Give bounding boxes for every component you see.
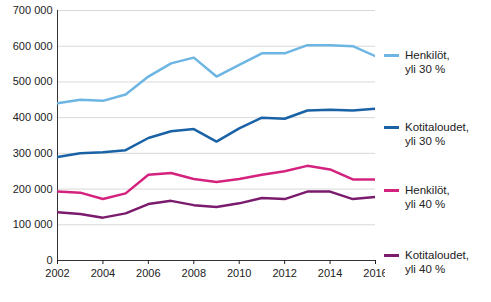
svg-text:2012: 2012 — [272, 267, 296, 279]
svg-text:0: 0 — [46, 254, 52, 266]
svg-text:400 000: 400 000 — [13, 111, 53, 123]
svg-text:2016: 2016 — [363, 267, 385, 279]
svg-text:500 000: 500 000 — [13, 75, 53, 87]
svg-text:100 000: 100 000 — [13, 218, 53, 230]
svg-text:2006: 2006 — [136, 267, 160, 279]
html-text:Henkilöt, yli 40 %: Henkilöt, yli 40 % — [405, 184, 450, 210]
svg-text:2008: 2008 — [182, 267, 206, 279]
html-text:Kotitaloudet, yli 40 %: Kotitaloudet, yli 40 % — [405, 249, 469, 275]
svg-text:2014: 2014 — [318, 267, 342, 279]
svg-text:600 000: 600 000 — [13, 40, 53, 52]
svg-text:2004: 2004 — [91, 267, 115, 279]
svg-text:300 000: 300 000 — [13, 147, 53, 159]
html-text:Henkilöt, yli 30 %: Henkilöt, yli 30 % — [405, 49, 450, 75]
html-text:Kotitaloudet, yli 30 %: Kotitaloudet, yli 30 % — [405, 121, 469, 147]
svg-text:700 000: 700 000 — [13, 4, 53, 16]
svg-text:200 000: 200 000 — [13, 183, 53, 195]
svg-text:2002: 2002 — [45, 267, 69, 279]
svg-text:2010: 2010 — [227, 267, 251, 279]
